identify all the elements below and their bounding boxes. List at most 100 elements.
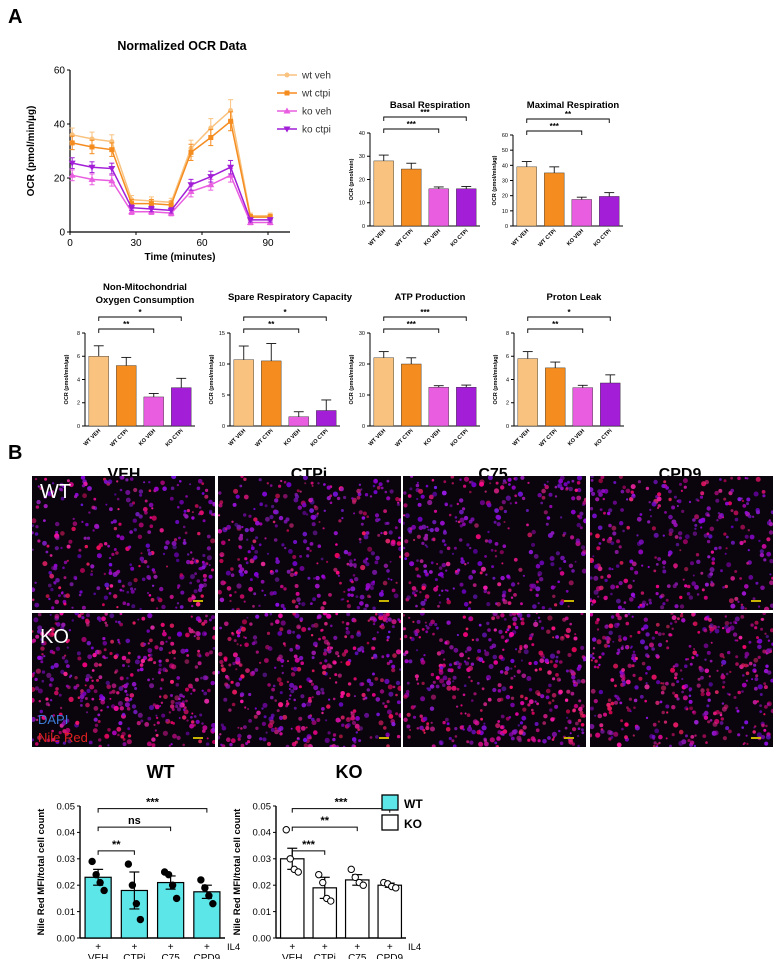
data-point xyxy=(227,171,235,178)
cell-dot xyxy=(467,607,471,610)
cell-dot xyxy=(389,489,394,494)
mic-row-label-ko: KO xyxy=(40,626,69,648)
cell-dot xyxy=(474,523,479,528)
cell-dot xyxy=(91,505,96,510)
cell-dot xyxy=(459,582,464,587)
cell-dot xyxy=(320,687,325,692)
cell-dot xyxy=(618,638,622,642)
cell-dot xyxy=(564,698,569,702)
cell-dot xyxy=(513,729,518,734)
cell-dot xyxy=(662,569,667,574)
cell-dot xyxy=(463,632,468,638)
cell-dot xyxy=(573,703,579,709)
cell-dot xyxy=(133,588,137,591)
cell-dot xyxy=(657,632,662,636)
cell-dot xyxy=(617,650,621,654)
cell-dot xyxy=(438,566,443,570)
cell-dot xyxy=(116,606,119,609)
cell-dot xyxy=(434,578,438,582)
cell-dot xyxy=(608,630,613,635)
cell-dot xyxy=(250,670,256,676)
cell-dot xyxy=(301,702,307,708)
cell-dot xyxy=(284,546,287,550)
cell-dot xyxy=(315,690,321,696)
cell-dot xyxy=(725,535,729,539)
cell-dot xyxy=(543,714,548,719)
cell-dot xyxy=(258,604,261,607)
cell-dot xyxy=(721,659,727,665)
cell-dot xyxy=(352,646,357,650)
cell-dot xyxy=(630,592,636,597)
significance-label: *** xyxy=(407,120,417,129)
cell-dot xyxy=(238,677,242,681)
cell-dot xyxy=(147,548,151,552)
cell-dot xyxy=(40,641,46,646)
data-point xyxy=(108,166,116,173)
y-tick-label: 20 xyxy=(359,177,365,183)
cell-dot xyxy=(497,689,502,693)
cell-dot xyxy=(430,726,435,732)
cell-dot xyxy=(170,486,175,491)
cell-dot xyxy=(115,551,119,555)
cell-dot xyxy=(510,658,515,664)
bar xyxy=(373,357,394,427)
cell-dot xyxy=(313,685,319,691)
cell-dot xyxy=(243,513,247,517)
cell-dot xyxy=(270,622,274,626)
cell-dot xyxy=(53,662,59,668)
cell-dot xyxy=(48,597,51,601)
cell-dot xyxy=(81,616,85,620)
cell-dot xyxy=(709,659,713,663)
cell-dot xyxy=(306,736,310,740)
cell-dot xyxy=(156,721,160,725)
cell-dot xyxy=(311,656,315,660)
cell-dot xyxy=(447,668,452,673)
cell-dot xyxy=(481,687,485,691)
cell-dot xyxy=(360,522,364,526)
cell-dot xyxy=(403,614,406,617)
cell-dot xyxy=(127,581,133,587)
cell-dot xyxy=(37,539,41,543)
cell-dot xyxy=(721,664,724,667)
cell-dot xyxy=(171,649,177,655)
cell-dot xyxy=(610,584,616,590)
cell-dot xyxy=(456,633,459,637)
cell-dot xyxy=(404,557,408,560)
cell-dot xyxy=(386,709,392,715)
cell-dot xyxy=(380,678,384,683)
cell-dot xyxy=(732,632,738,637)
cell-dot xyxy=(82,662,88,668)
cell-dot xyxy=(196,636,201,641)
cell-dot xyxy=(318,521,321,523)
cell-dot xyxy=(332,733,337,737)
cell-dot xyxy=(92,652,97,658)
cell-dot xyxy=(607,538,611,541)
x-tick-label: KO VEH xyxy=(423,428,442,447)
cell-dot xyxy=(275,493,280,499)
bar xyxy=(571,199,592,227)
cell-dot xyxy=(699,495,704,499)
cell-dot xyxy=(432,680,436,684)
cell-dot xyxy=(725,726,730,731)
cell-dot xyxy=(482,660,485,664)
cell-dot xyxy=(399,637,401,641)
cell-dot xyxy=(655,622,660,627)
cell-dot xyxy=(499,697,504,702)
cell-dot xyxy=(293,497,299,503)
cell-dot xyxy=(649,508,652,511)
cell-dot xyxy=(32,524,35,527)
cell-dot xyxy=(353,740,357,744)
cell-dot xyxy=(138,564,141,568)
cell-dot xyxy=(452,680,455,683)
cell-dot xyxy=(742,645,747,649)
cell-dot xyxy=(712,721,718,727)
cell-dot xyxy=(534,700,537,703)
cell-dot xyxy=(259,502,263,506)
cell-dot xyxy=(514,665,517,668)
cell-dot xyxy=(65,727,71,733)
cell-dot xyxy=(614,550,619,554)
cell-dot xyxy=(374,560,379,565)
cell-dot xyxy=(763,713,766,716)
cell-dot xyxy=(68,629,72,632)
cell-dot xyxy=(205,614,208,618)
